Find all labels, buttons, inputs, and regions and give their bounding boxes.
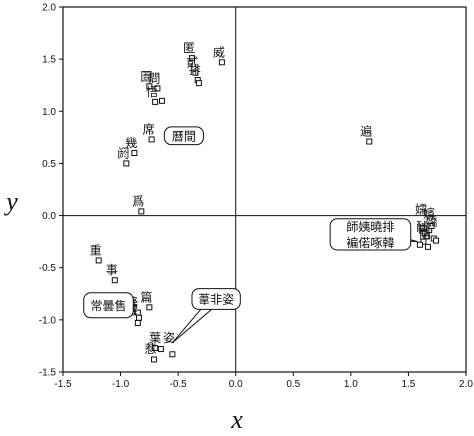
data-point bbox=[150, 356, 157, 363]
data-point bbox=[111, 277, 118, 284]
x-axis-title: x bbox=[230, 405, 243, 434]
point-label: 威 bbox=[213, 45, 225, 59]
data-point bbox=[428, 223, 435, 229]
callout-text: 常曇售 bbox=[90, 298, 126, 313]
point-label: 貳 bbox=[186, 55, 198, 70]
data-point bbox=[188, 55, 195, 62]
data-point bbox=[131, 150, 138, 156]
data-point bbox=[138, 208, 145, 215]
callout-text: 曆間 bbox=[172, 129, 196, 143]
point-label: 圄 bbox=[140, 69, 152, 83]
data-point bbox=[195, 80, 202, 87]
x-tick-label: 1.5 bbox=[401, 379, 415, 390]
data-point bbox=[420, 238, 427, 245]
x-tick-label: -1.0 bbox=[112, 379, 130, 390]
data-point bbox=[218, 59, 225, 66]
point-label: 悟 bbox=[146, 84, 158, 99]
x-tick-label: -1.5 bbox=[54, 379, 72, 390]
cluster-glyph: 醵 bbox=[416, 219, 428, 234]
data-point bbox=[152, 98, 159, 105]
point-label: 重 bbox=[90, 243, 102, 257]
x-axis-ticks: -1.5 -1.0 -0.5 0.0 0.5 1.0 1.5 2.0 bbox=[54, 372, 473, 390]
y-tick-label: 1.0 bbox=[42, 107, 56, 118]
point-label: 篇 bbox=[140, 289, 152, 304]
cluster-glyph: 姿 bbox=[163, 331, 175, 345]
point-label: 幾 bbox=[125, 136, 137, 150]
y-tick-label: 2.0 bbox=[42, 3, 56, 14]
data-point bbox=[366, 138, 373, 145]
point-label: 匿 bbox=[183, 41, 195, 55]
point-label: 阏 bbox=[117, 146, 129, 160]
callout-box bbox=[329, 218, 412, 251]
data-point bbox=[146, 83, 153, 90]
cluster-glyph: 嬌 bbox=[425, 215, 437, 229]
data-point bbox=[154, 85, 161, 92]
data-point bbox=[152, 345, 159, 352]
y-tick-label: 0.5 bbox=[42, 159, 56, 170]
data-point bbox=[425, 243, 432, 250]
data-point bbox=[134, 319, 141, 326]
data-point bbox=[423, 233, 430, 240]
x-tick-label: 1.0 bbox=[344, 379, 358, 390]
callout-box bbox=[83, 292, 134, 319]
data-point bbox=[416, 241, 423, 248]
plot-border bbox=[62, 6, 467, 373]
cluster-glyph: 嬪 bbox=[423, 206, 435, 221]
data-point bbox=[95, 257, 102, 264]
y-tick-label: -0.5 bbox=[39, 263, 57, 274]
callout-box bbox=[163, 126, 204, 146]
data-point bbox=[157, 346, 164, 353]
reference-lines bbox=[63, 7, 466, 372]
y-tick-label: 1.5 bbox=[42, 55, 56, 66]
point-label: 排 bbox=[189, 63, 201, 77]
x-tick-label: 0.0 bbox=[229, 379, 243, 390]
data-point bbox=[159, 97, 166, 104]
y-axis-ticks: -1.5 -1.0 -0.5 0.0 0.5 1.0 1.5 2.0 bbox=[39, 3, 63, 379]
y-axis-title: y bbox=[3, 187, 18, 216]
x-tick-label: 0.5 bbox=[286, 379, 300, 390]
cluster-glyph: 惹 bbox=[145, 342, 157, 356]
data-point bbox=[192, 69, 199, 76]
x-tick-label: -0.5 bbox=[170, 379, 188, 390]
data-point bbox=[123, 160, 130, 167]
y-tick-label: 0.0 bbox=[42, 211, 56, 222]
y-tick-label: -1.0 bbox=[39, 315, 57, 326]
point-label: 遍 bbox=[360, 125, 372, 139]
cluster-glyph: 嬬 bbox=[415, 202, 427, 216]
x-tick-label: 2.0 bbox=[459, 379, 473, 390]
data-point bbox=[148, 136, 155, 143]
point-label: 爲 bbox=[132, 194, 144, 208]
data-point bbox=[169, 351, 176, 358]
point-label: 事 bbox=[106, 263, 118, 277]
plot-frame bbox=[62, 6, 467, 373]
callout-box bbox=[191, 288, 241, 310]
callout-text: 褊偌啄韓 bbox=[346, 235, 394, 250]
callout-text: 葦非姿 bbox=[198, 293, 234, 307]
point-label: 席 bbox=[143, 121, 155, 136]
cluster-glyph: 僀 bbox=[419, 228, 431, 242]
data-point bbox=[146, 304, 153, 311]
data-point bbox=[433, 237, 440, 244]
cluster-glyph: 葉 bbox=[149, 331, 161, 345]
y-tick-label: -1.5 bbox=[39, 368, 57, 379]
point-label: 問 bbox=[148, 71, 160, 85]
callout-text: 師姨曉排 bbox=[346, 220, 394, 234]
